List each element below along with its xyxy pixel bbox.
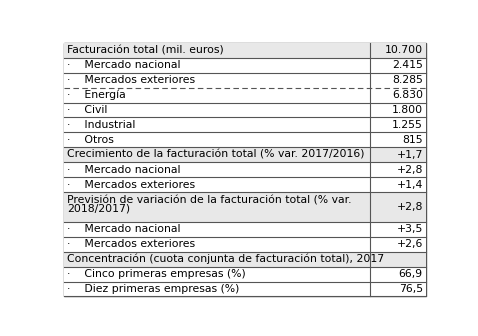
Bar (64, 88, 369, 102)
Bar (64, 192, 369, 222)
Bar (369, 43, 426, 58)
Text: ·    Mercados exteriores: · Mercados exteriores (67, 180, 196, 190)
Bar (369, 252, 426, 267)
Bar (369, 267, 426, 282)
Text: ·    Diez primeras empresas (%): · Diez primeras empresas (%) (67, 284, 239, 294)
Bar (64, 58, 369, 73)
Bar (64, 282, 369, 296)
Text: Concentración (cuota conjunta de facturación total), 2017: Concentración (cuota conjunta de factura… (67, 254, 384, 264)
Text: ·    Otros: · Otros (67, 135, 114, 145)
Bar (64, 102, 369, 118)
Text: ·    Mercados exteriores: · Mercados exteriores (67, 239, 196, 249)
Bar (369, 192, 426, 222)
Text: 76,5: 76,5 (399, 284, 423, 294)
Text: 8.285: 8.285 (392, 75, 423, 85)
Text: +2,6: +2,6 (396, 239, 423, 249)
Text: +2,8: +2,8 (396, 165, 423, 175)
Text: 6.830: 6.830 (392, 90, 423, 100)
Bar (64, 132, 369, 147)
Bar (369, 132, 426, 147)
Text: Crecimiento de la facturación total (% var. 2017/2016): Crecimiento de la facturación total (% v… (67, 150, 365, 160)
Bar (64, 73, 369, 88)
Text: 815: 815 (402, 135, 423, 145)
Bar (369, 177, 426, 192)
Bar (369, 58, 426, 73)
Text: ·    Industrial: · Industrial (67, 120, 136, 130)
Text: 66,9: 66,9 (399, 269, 423, 279)
Bar (369, 147, 426, 162)
Text: 1.255: 1.255 (392, 120, 423, 130)
Text: +3,5: +3,5 (396, 224, 423, 234)
Bar (369, 237, 426, 252)
Text: ·    Mercado nacional: · Mercado nacional (67, 224, 181, 234)
Text: 2018/2017): 2018/2017) (67, 204, 130, 214)
Bar (64, 147, 369, 162)
Bar (369, 162, 426, 177)
Bar (369, 88, 426, 102)
Text: +2,8: +2,8 (396, 202, 423, 212)
Text: 2.415: 2.415 (392, 60, 423, 70)
Text: ·    Mercado nacional: · Mercado nacional (67, 60, 181, 70)
Bar (64, 267, 369, 282)
Text: Facturación total (mil. euros): Facturación total (mil. euros) (67, 45, 224, 55)
Text: 10.700: 10.700 (385, 45, 423, 55)
Text: ·    Energía: · Energía (67, 90, 126, 100)
Bar (369, 222, 426, 237)
Text: ·    Mercados exteriores: · Mercados exteriores (67, 75, 196, 85)
Bar (369, 102, 426, 118)
Bar (64, 222, 369, 237)
Text: 1.800: 1.800 (391, 105, 423, 115)
Bar (64, 237, 369, 252)
Text: ·    Civil: · Civil (67, 105, 108, 115)
Bar (64, 252, 369, 267)
Bar (369, 73, 426, 88)
Text: ·    Mercado nacional: · Mercado nacional (67, 165, 181, 175)
Text: ·    Cinco primeras empresas (%): · Cinco primeras empresas (%) (67, 269, 246, 279)
Bar (369, 118, 426, 132)
Bar (64, 43, 369, 58)
Bar (64, 177, 369, 192)
Bar (64, 162, 369, 177)
Text: +1,7: +1,7 (396, 150, 423, 160)
Text: Previsión de variación de la facturación total (% var.: Previsión de variación de la facturación… (67, 196, 352, 205)
Bar (369, 282, 426, 296)
Text: +1,4: +1,4 (396, 180, 423, 190)
Bar (64, 118, 369, 132)
